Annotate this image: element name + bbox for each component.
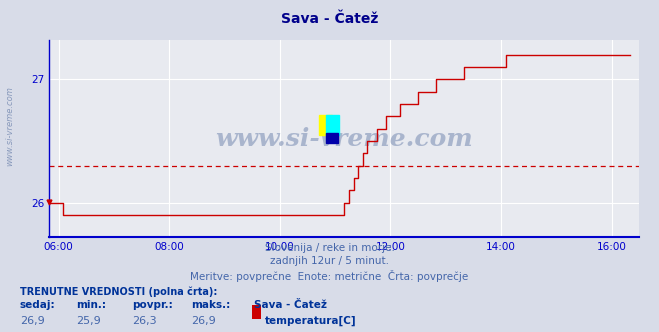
Text: Meritve: povprečne  Enote: metrične  Črta: povprečje: Meritve: povprečne Enote: metrične Črta:…	[190, 270, 469, 282]
Text: Sava - Čatež: Sava - Čatež	[281, 12, 378, 26]
Text: sedaj:: sedaj:	[20, 300, 55, 310]
Bar	[326, 133, 338, 143]
Text: www.si-vreme.com: www.si-vreme.com	[5, 86, 14, 166]
Text: 26,9: 26,9	[191, 316, 216, 326]
Text: www.si-vreme.com: www.si-vreme.com	[215, 126, 473, 151]
Bar	[318, 115, 331, 135]
Text: temperatura[C]: temperatura[C]	[265, 316, 357, 326]
Text: zadnjih 12ur / 5 minut.: zadnjih 12ur / 5 minut.	[270, 256, 389, 266]
Text: 26,3: 26,3	[132, 316, 156, 326]
Text: maks.:: maks.:	[191, 300, 231, 310]
Text: Slovenija / reke in morje.: Slovenija / reke in morje.	[264, 243, 395, 253]
Bar	[326, 115, 339, 135]
Text: Sava - Čatež: Sava - Čatež	[254, 300, 327, 310]
Text: povpr.:: povpr.:	[132, 300, 173, 310]
Text: min.:: min.:	[76, 300, 106, 310]
Text: 26,9: 26,9	[20, 316, 45, 326]
Text: TRENUTNE VREDNOSTI (polna črta):: TRENUTNE VREDNOSTI (polna črta):	[20, 286, 217, 297]
Text: 25,9: 25,9	[76, 316, 101, 326]
